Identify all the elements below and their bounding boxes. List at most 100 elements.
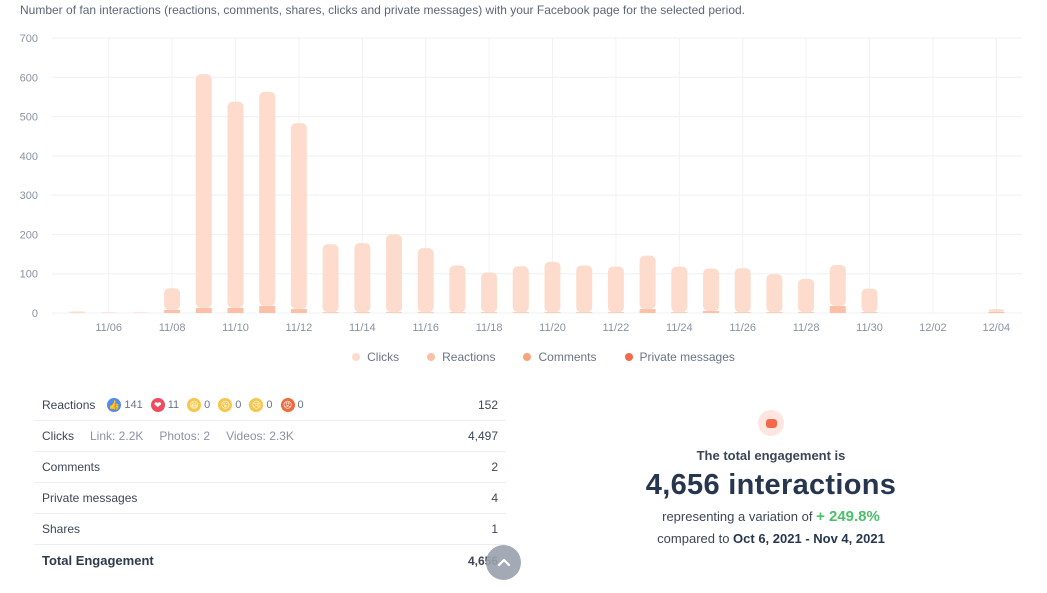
scroll-to-top-button[interactable] (486, 545, 521, 580)
like-reaction: 👍 141 (107, 398, 143, 412)
bar-clicks[interactable] (227, 101, 244, 308)
legend-label-reactions: Reactions (442, 350, 496, 364)
bar-clicks[interactable] (164, 288, 181, 310)
bar-clicks[interactable] (639, 255, 656, 310)
bar-reactions[interactable] (195, 307, 212, 313)
legend-item-comments[interactable]: Comments (523, 350, 597, 364)
wow-reaction: 😮 0 (218, 398, 241, 412)
legend-item-private-messages[interactable]: Private messages (624, 350, 735, 364)
bar-clicks[interactable] (766, 274, 783, 313)
bar-clicks[interactable] (132, 312, 149, 313)
haha-icon: 😆 (187, 398, 202, 412)
x-tick-label: 11/18 (476, 322, 503, 334)
y-tick-label: 200 (20, 229, 38, 241)
x-tick-label: 11/22 (603, 322, 630, 334)
chart-legend: Clicks Reactions Comments Private messag… (0, 350, 1047, 364)
engagement-summary: The total engagement is 4,656 interactio… (560, 410, 982, 546)
bar-reactions[interactable] (607, 312, 624, 313)
bar-clicks[interactable] (290, 123, 307, 310)
bar-reactions[interactable] (259, 305, 276, 313)
variation-value: + 249.8% (816, 508, 880, 525)
x-tick-label: 11/08 (159, 322, 186, 334)
bar-reactions[interactable] (576, 312, 593, 313)
bar-reactions[interactable] (227, 307, 244, 313)
y-tick-label: 500 (20, 112, 38, 124)
bar-reactions[interactable] (988, 311, 1005, 313)
bar-reactions[interactable] (354, 312, 371, 313)
bar-clicks[interactable] (544, 261, 561, 313)
bar-clicks[interactable] (195, 74, 212, 308)
bar-reactions[interactable] (734, 312, 751, 313)
bar-reactions[interactable] (512, 312, 529, 313)
bar-reactions[interactable] (386, 312, 402, 313)
legend-item-clicks[interactable]: Clicks (352, 350, 399, 364)
table-row-clicks: Clicks Link: 2.2K Photos: 2 Videos: 2.3K… (34, 421, 506, 452)
bar-reactions[interactable] (766, 312, 783, 313)
legend-dot-clicks (352, 353, 361, 361)
bar-clicks[interactable] (449, 265, 466, 313)
bar-clicks[interactable] (69, 311, 85, 313)
bar-clicks[interactable] (354, 243, 371, 313)
bar-clicks[interactable] (322, 244, 339, 313)
bar-reactions[interactable] (639, 309, 656, 313)
legend-dot-reactions (427, 353, 436, 361)
chart-subtitle: Number of fan interactions (reactions, c… (20, 3, 746, 17)
summary-variation-line: representing a variation of + 249.8% (662, 508, 880, 525)
clicks-photos: Photos: 2 (159, 429, 211, 443)
bar-reactions[interactable] (290, 309, 307, 313)
bar-reactions[interactable] (544, 312, 561, 313)
bar-clicks[interactable] (386, 234, 402, 313)
x-tick-label: 11/16 (412, 322, 439, 334)
bar-reactions[interactable] (481, 312, 498, 313)
bar-reactions[interactable] (861, 312, 878, 313)
bar-reactions[interactable] (449, 312, 466, 313)
table-row-reactions: Reactions 👍 141 ❤ 11 😆 0 😮 0 😢 0 😡 0 152 (34, 390, 506, 421)
private-messages-value: 4 (491, 491, 498, 505)
bar-clicks[interactable] (988, 309, 1005, 312)
x-tick-label: 11/06 (95, 322, 122, 334)
table-row-total: Total Engagement 4,656 (34, 545, 506, 576)
legend-label-private-messages: Private messages (639, 350, 735, 364)
y-tick-label: 300 (20, 190, 38, 202)
clicks-label: Clicks (42, 429, 74, 443)
bar-reactions[interactable] (417, 312, 434, 313)
y-tick-label: 100 (20, 269, 38, 281)
haha-reaction: 😆 0 (187, 398, 210, 412)
legend-label-comments: Comments (538, 350, 597, 364)
legend-item-reactions[interactable]: Reactions (427, 350, 495, 364)
bar-clicks[interactable] (259, 91, 276, 306)
reactions-label: Reactions (42, 398, 96, 412)
bar-reactions[interactable] (829, 305, 846, 313)
angry-reaction: 😡 0 (280, 398, 304, 412)
x-tick-label: 11/14 (349, 322, 376, 334)
shares-value: 1 (491, 522, 498, 536)
bar-clicks[interactable] (512, 266, 529, 313)
summary-compared-line: compared to Oct 6, 2021 - Nov 4, 2021 (657, 531, 885, 546)
bar-clicks[interactable] (861, 288, 878, 313)
bar-clicks[interactable] (481, 272, 498, 313)
table-row-shares: Shares 1 (34, 514, 506, 545)
bar-clicks[interactable] (100, 312, 117, 313)
bar-clicks[interactable] (671, 266, 688, 313)
x-tick-label: 11/28 (793, 322, 820, 334)
bar-clicks[interactable] (417, 248, 434, 313)
bar-clicks[interactable] (576, 265, 593, 313)
clicks-link: Link: 2.2K (90, 429, 144, 443)
bar-clicks[interactable] (798, 278, 815, 313)
y-tick-label: 400 (20, 151, 38, 163)
bar-reactions[interactable] (703, 311, 719, 313)
table-row-comments: Comments 2 (34, 452, 506, 483)
compared-range: Oct 6, 2021 - Nov 4, 2021 (733, 531, 885, 546)
bar-reactions[interactable] (322, 312, 339, 313)
bar-clicks[interactable] (829, 265, 846, 306)
bar-reactions[interactable] (798, 312, 815, 313)
bar-clicks[interactable] (703, 268, 719, 312)
y-tick-label: 0 (32, 308, 38, 320)
bar-reactions[interactable] (671, 312, 688, 313)
like-icon: 👍 (107, 398, 122, 412)
y-tick-label: 700 (20, 33, 38, 45)
legend-dot-private-messages (624, 353, 633, 361)
bar-reactions[interactable] (164, 309, 181, 313)
bar-clicks[interactable] (734, 268, 751, 313)
bar-clicks[interactable] (607, 266, 624, 313)
